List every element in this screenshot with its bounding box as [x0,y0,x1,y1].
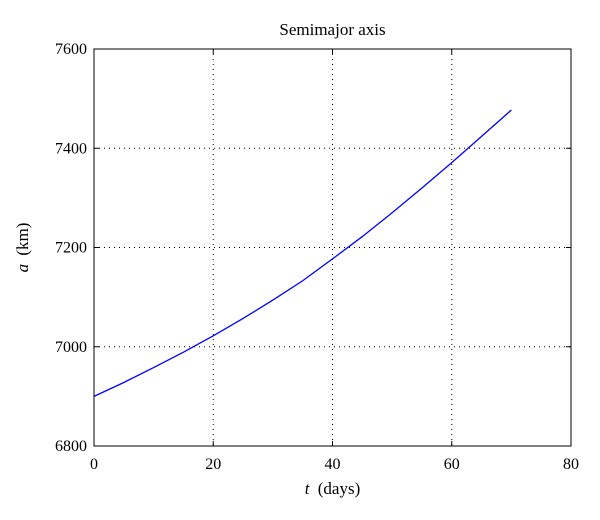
y-tick-label: 7400 [55,140,87,157]
y-tick-label: 6800 [55,438,87,455]
x-axis-label: t (days) [305,479,360,498]
y-axis-label: a (km) [13,223,32,273]
tick-marks [93,48,572,447]
x-axis-unit: (days) [318,479,360,498]
y-axis-symbol: a [13,264,32,273]
grid-lines [94,49,571,446]
series-line [93,109,512,397]
x-tick-label: 40 [325,456,341,473]
y-axis-unit: (km) [13,223,32,256]
y-tick-label: 7600 [55,41,87,58]
y-tick-label: 7200 [55,240,87,257]
x-tick-label: 20 [205,456,221,473]
x-tick-label: 60 [444,456,460,473]
y-tick-label: 7000 [55,339,87,356]
tick-labels: 0 20 40 60 80 6800 7000 7200 7400 7600 [55,41,579,473]
x-tick-label: 0 [90,456,98,473]
x-tick-label: 80 [563,456,579,473]
series-group [93,109,512,397]
x-axis-symbol: t [305,479,311,498]
chart-title: Semimajor axis [279,20,385,39]
